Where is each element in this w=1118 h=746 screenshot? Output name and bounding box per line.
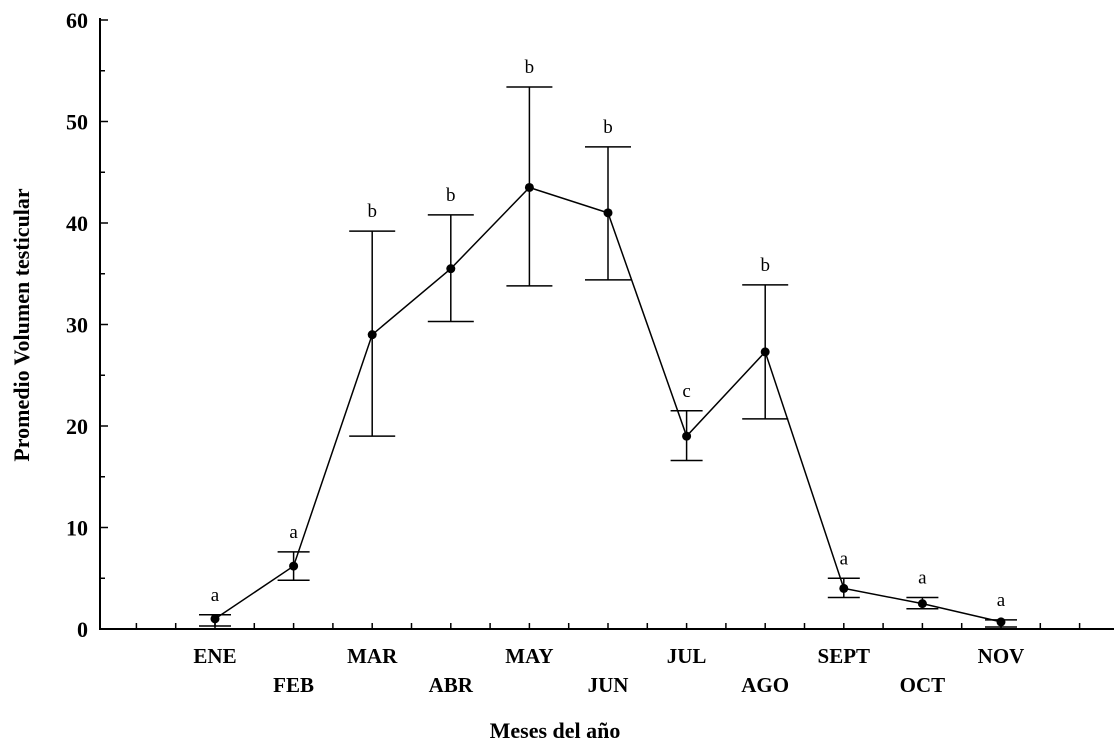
data-point <box>289 561 299 571</box>
data-point <box>996 617 1006 627</box>
data-point <box>682 431 692 441</box>
x-tick-label: ABR <box>429 673 474 697</box>
data-point <box>917 599 927 609</box>
significance-letter: a <box>918 568 927 589</box>
data-point <box>839 583 849 593</box>
x-tick-label: MAR <box>347 644 398 668</box>
data-point <box>210 614 220 624</box>
significance-letter: a <box>289 522 298 543</box>
x-tick-label: NOV <box>978 644 1025 668</box>
data-point <box>760 347 770 357</box>
data-point <box>367 330 377 340</box>
y-tick-label: 20 <box>66 414 88 439</box>
series <box>210 182 1006 627</box>
x-tick-label: SEPT <box>818 644 871 668</box>
x-axis-title: Meses del año <box>490 718 621 743</box>
significance-letter: b <box>760 255 770 276</box>
x-tick-label: ENE <box>193 644 236 668</box>
significance-letter: b <box>603 117 613 138</box>
x-tick-label: JUN <box>588 673 629 697</box>
data-point <box>603 208 613 218</box>
y-axis-title: Promedio Volumen testicular <box>9 188 34 462</box>
significance-letter: c <box>682 381 690 402</box>
y-tick-label: 60 <box>66 8 88 33</box>
x-tick-label: AGO <box>741 673 789 697</box>
significance-letter: b <box>446 185 456 206</box>
y-tick-label: 50 <box>66 110 88 135</box>
significance-letter: a <box>997 590 1006 611</box>
significance-letter: b <box>367 201 377 222</box>
y-tick-label: 10 <box>66 516 88 541</box>
x-tick-label: OCT <box>900 673 946 697</box>
axes: 0 10 20 30 40 50 60 ENE FEB MAR ABR MAY JUN JUL AGO SEP… <box>66 8 1114 697</box>
error-bars <box>199 86 1017 628</box>
y-tick-label: 0 <box>77 617 88 642</box>
y-tick-label: 40 <box>66 211 88 236</box>
significance-letters: a a b b b b c b a a a <box>211 57 1006 611</box>
x-tick-label: FEB <box>273 673 314 697</box>
data-point <box>524 182 534 192</box>
significance-letter: b <box>525 57 535 78</box>
y-tick-label: 30 <box>66 313 88 338</box>
x-tick-label: JUL <box>667 644 707 668</box>
significance-letter: a <box>211 585 220 606</box>
significance-letter: a <box>840 548 849 569</box>
data-point <box>446 264 456 274</box>
x-tick-label: MAY <box>505 644 553 668</box>
